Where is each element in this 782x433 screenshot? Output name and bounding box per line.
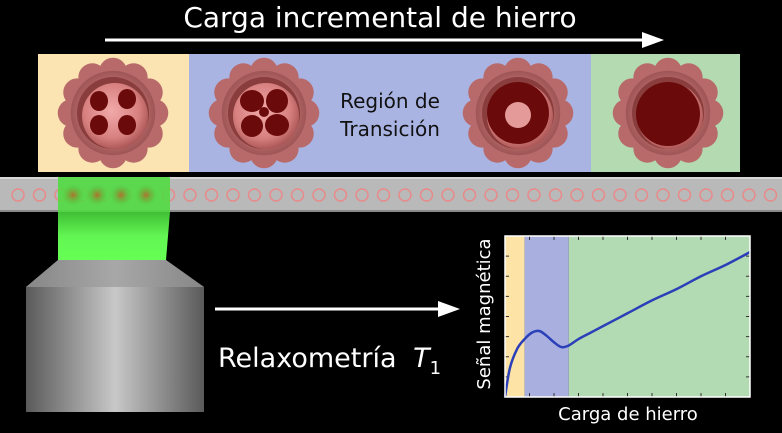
plot-region-high	[568, 236, 750, 397]
objective-lens	[26, 260, 204, 412]
channel-particle	[570, 188, 584, 202]
channel-particle	[419, 188, 434, 202]
channel-particle	[376, 188, 391, 202]
channel-particle	[742, 188, 756, 202]
channel-particle	[183, 188, 197, 202]
signal-plot: Señal magnética Carga de hierro	[474, 235, 751, 425]
transition-label-line2: Transición	[339, 117, 440, 141]
channel-particle	[355, 188, 369, 202]
iron-cluster	[266, 89, 288, 113]
relaxometry-arrow	[215, 301, 460, 317]
iron-cluster	[265, 114, 289, 136]
iron-cluster	[90, 115, 108, 135]
channel-particle	[548, 188, 563, 202]
channel-particle	[613, 188, 627, 202]
iron-cluster	[90, 91, 108, 111]
channel-particle	[11, 188, 25, 202]
channel-particle	[656, 188, 670, 202]
channel-particle	[591, 188, 606, 202]
illuminated-particle	[86, 184, 108, 206]
increment-arrow	[105, 32, 664, 48]
channel-particle	[32, 188, 47, 202]
channel-particle	[699, 188, 713, 202]
transition-label-line1: Región de	[340, 89, 440, 113]
channel-particle	[505, 188, 520, 202]
iron-cluster	[259, 107, 269, 117]
plot-region-low	[505, 236, 525, 397]
channel-particle	[204, 188, 219, 202]
relaxometry-label: Relaxometría T1	[218, 343, 441, 379]
channel-particle	[290, 188, 305, 202]
relaxometry-word: Relaxometría	[218, 343, 397, 374]
iron-core	[636, 82, 700, 146]
ferritin-particle	[462, 57, 574, 169]
plot-region-transition	[524, 236, 569, 397]
channel-particle	[269, 188, 283, 202]
channel-particle	[527, 188, 541, 202]
channel-particle	[634, 188, 649, 202]
ferritin-particles	[57, 57, 724, 169]
ferritin-particle	[612, 57, 724, 169]
ferritin-particle	[208, 57, 320, 169]
channel-particle	[247, 188, 262, 202]
channel-particle	[333, 188, 348, 202]
channel-particle	[312, 188, 326, 202]
plot-frame	[504, 235, 751, 398]
relaxometry-subscript: 1	[430, 358, 441, 379]
diagram-title: Carga incremental de hierro	[183, 1, 576, 34]
channel-particle	[677, 188, 692, 202]
signal-curve	[503, 250, 751, 398]
iron-cluster	[241, 115, 263, 137]
ferritin-particle	[57, 57, 169, 169]
plot-xlabel: Carga de hierro	[558, 404, 698, 425]
iron-cluster	[118, 115, 136, 135]
plot-ylabel: Señal magnética	[474, 238, 495, 389]
illuminated-particle	[135, 184, 157, 206]
channel-particle	[763, 188, 778, 202]
channel-particle	[462, 188, 477, 202]
relaxometry-symbol: T	[413, 343, 432, 374]
illuminated-particle	[62, 184, 84, 206]
iron-cluster	[118, 89, 136, 109]
channel-particle	[484, 188, 498, 202]
channel-particle	[226, 188, 240, 202]
channel-particle	[398, 188, 412, 202]
laser-beam	[58, 177, 170, 260]
illuminated-particle	[110, 184, 132, 206]
iron-cluster	[240, 90, 264, 112]
channel-particle	[441, 188, 455, 202]
channel-particle	[720, 188, 735, 202]
